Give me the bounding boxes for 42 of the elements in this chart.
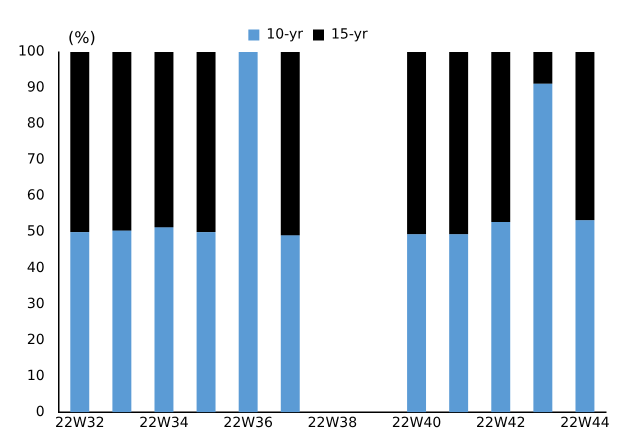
bar bbox=[280, 52, 300, 236]
y-tick-label: 0 bbox=[36, 404, 45, 420]
bar bbox=[407, 234, 426, 412]
y-axis-title: (%) bbox=[68, 28, 96, 47]
x-tick-label: 22W38 bbox=[308, 415, 358, 432]
y-tick-label: 100 bbox=[18, 44, 45, 60]
y-tick-label: 10 bbox=[26, 368, 45, 384]
y-tick-label: 90 bbox=[26, 80, 45, 96]
bar bbox=[154, 52, 174, 228]
bar bbox=[154, 227, 174, 412]
bar bbox=[449, 234, 468, 412]
bar bbox=[280, 235, 300, 412]
y-tick-label: 80 bbox=[26, 116, 45, 132]
y-tick-label: 40 bbox=[26, 260, 45, 276]
x-tick-label: 22W40 bbox=[392, 415, 442, 432]
y-tick-label: 50 bbox=[26, 224, 45, 240]
y-tick-label: 70 bbox=[26, 152, 45, 168]
bar bbox=[70, 52, 90, 232]
bar bbox=[196, 232, 216, 412]
bar bbox=[533, 84, 552, 412]
bar bbox=[238, 52, 258, 412]
bar bbox=[112, 230, 132, 412]
bar bbox=[112, 52, 132, 231]
y-tick-label: 30 bbox=[26, 296, 45, 312]
bar bbox=[491, 222, 510, 412]
bar bbox=[575, 220, 594, 412]
bar bbox=[407, 52, 426, 234]
x-tick-label: 22W44 bbox=[560, 415, 610, 432]
bar bbox=[575, 52, 594, 220]
x-tick-label: 22W36 bbox=[223, 415, 273, 432]
legend-label: 10-yr bbox=[266, 26, 304, 43]
bar bbox=[196, 52, 216, 232]
y-tick-label: 20 bbox=[26, 332, 45, 348]
x-tick-label: 22W32 bbox=[55, 415, 105, 432]
bar bbox=[70, 232, 90, 412]
x-tick-label: 22W42 bbox=[476, 415, 526, 432]
bar bbox=[449, 52, 468, 234]
bar bbox=[491, 52, 510, 222]
x-tick-label: 22W34 bbox=[139, 415, 189, 432]
bar bbox=[533, 52, 552, 84]
y-tick-label: 60 bbox=[26, 188, 45, 204]
legend-label: 15-yr bbox=[331, 26, 368, 43]
